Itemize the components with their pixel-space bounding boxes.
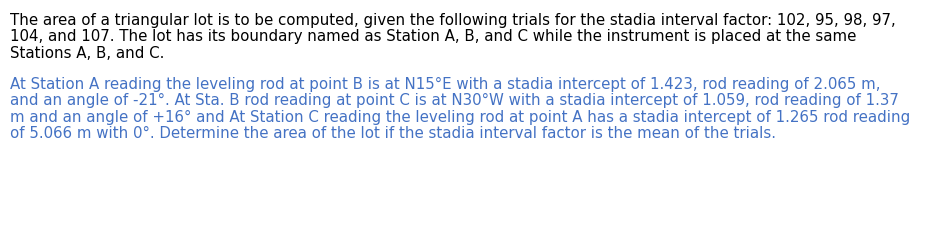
Text: of 5.066 m with 0°. Determine the area of the lot if the stadia interval factor : of 5.066 m with 0°. Determine the area o… [10,126,775,141]
Text: Stations A, B, and C.: Stations A, B, and C. [10,46,164,61]
Text: 104, and 107. The lot has its boundary named as Station A, B, and C while the in: 104, and 107. The lot has its boundary n… [10,30,856,45]
Text: At Station A reading the leveling rod at point B is at N15°E with a stadia inter: At Station A reading the leveling rod at… [10,76,880,92]
Text: and an angle of -21°. At Sta. B rod reading at point C is at N30°W with a stadia: and an angle of -21°. At Sta. B rod read… [10,93,898,108]
Text: The area of a triangular lot is to be computed, given the following trials for t: The area of a triangular lot is to be co… [10,13,895,28]
Text: m and an angle of +16° and At Station C reading the leveling rod at point A has : m and an angle of +16° and At Station C … [10,109,909,124]
